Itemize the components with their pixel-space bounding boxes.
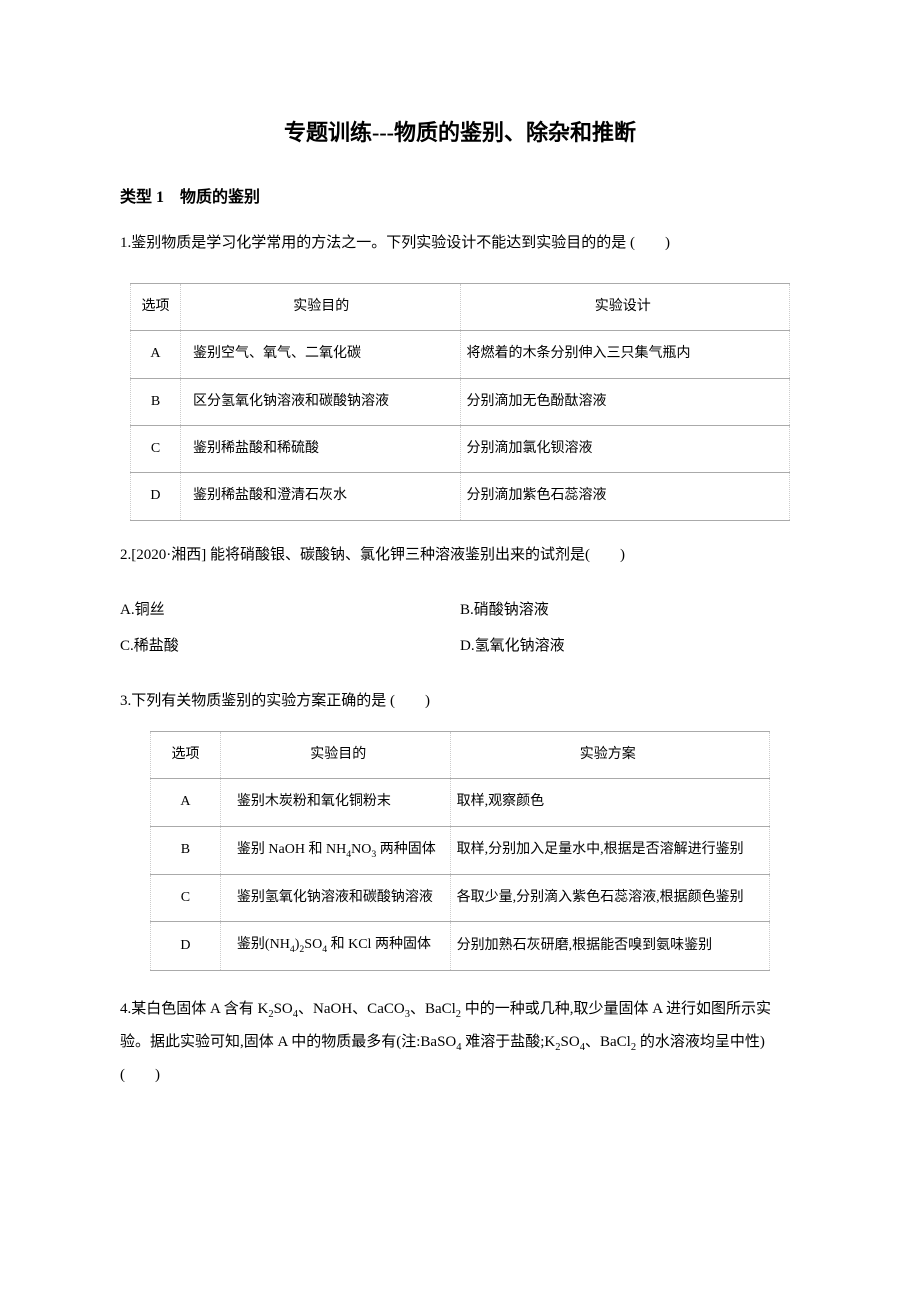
cell-purpose: 区分氢氧化钠溶液和碳酸钠溶液 (180, 378, 460, 425)
cell-opt: C (151, 874, 221, 921)
table-row: C 鉴别氢氧化钠溶液和碳酸钠溶液 各取少量,分别滴入紫色石蕊溶液,根据颜色鉴别 (151, 874, 770, 921)
cell-purpose: 鉴别空气、氧气、二氧化碳 (180, 331, 460, 378)
question-1-text: 1.鉴别物质是学习化学常用的方法之一。下列实验设计不能达到实验目的的是 ( ) (120, 231, 800, 255)
question-1-table: 选项 实验目的 实验设计 A 鉴别空气、氧气、二氧化碳 将燃着的木条分别伸入三只… (130, 283, 790, 521)
cell-opt: A (151, 779, 221, 826)
cell-opt: D (131, 473, 181, 520)
question-3-table: 选项 实验目的 实验方案 A 鉴别木炭粉和氧化铜粉末 取样,观察颜色 B 鉴别 … (150, 731, 770, 971)
question-4-text: 4.某白色固体 A 含有 K2SO4、NaOH、CaCO3、BaCl2 中的一种… (120, 993, 800, 1092)
cell-design: 分别滴加氯化钡溶液 (460, 425, 789, 472)
table-row: A 鉴别木炭粉和氧化铜粉末 取样,观察颜色 (151, 779, 770, 826)
cell-design: 分别滴加无色酚酞溶液 (460, 378, 789, 425)
cell-design: 分别加熟石灰研磨,根据能否嗅到氨味鉴别 (450, 922, 769, 970)
table-row: B 鉴别 NaOH 和 NH4NO3 两种固体 取样,分别加入足量水中,根据是否… (151, 826, 770, 874)
option-c: C.稀盐酸 (120, 628, 460, 664)
question-2-options: A.铜丝 B.硝酸钠溶液 C.稀盐酸 D.氢氧化钠溶液 (120, 592, 800, 664)
table-header-row: 选项 实验目的 实验设计 (131, 283, 790, 330)
option-d: D.氢氧化钠溶液 (460, 628, 800, 664)
question-2-text: 2.[2020·湘西] 能将硝酸银、碳酸钠、氯化钾三种溶液鉴别出来的试剂是( ) (120, 543, 800, 567)
cell-design: 分别滴加紫色石蕊溶液 (460, 473, 789, 520)
cell-purpose: 鉴别氢氧化钠溶液和碳酸钠溶液 (220, 874, 450, 921)
cell-purpose: 鉴别木炭粉和氧化铜粉末 (220, 779, 450, 826)
option-b: B.硝酸钠溶液 (460, 592, 800, 628)
cell-purpose: 鉴别稀盐酸和澄清石灰水 (180, 473, 460, 520)
table-header-row: 选项 实验目的 实验方案 (151, 731, 770, 778)
cell-opt: B (131, 378, 181, 425)
table-row: B 区分氢氧化钠溶液和碳酸钠溶液 分别滴加无色酚酞溶液 (131, 378, 790, 425)
question-3-text: 3.下列有关物质鉴别的实验方案正确的是 ( ) (120, 689, 800, 713)
cell-opt: A (131, 331, 181, 378)
col-option: 选项 (151, 731, 221, 778)
table-row: C 鉴别稀盐酸和稀硫酸 分别滴加氯化钡溶液 (131, 425, 790, 472)
cell-opt: B (151, 826, 221, 874)
cell-purpose: 鉴别 NaOH 和 NH4NO3 两种固体 (220, 826, 450, 874)
page-title: 专题训练---物质的鉴别、除杂和推断 (120, 115, 800, 150)
col-purpose: 实验目的 (180, 283, 460, 330)
cell-opt: C (131, 425, 181, 472)
section-1-heading: 类型 1 物质的鉴别 (120, 185, 800, 211)
table-row: D 鉴别稀盐酸和澄清石灰水 分别滴加紫色石蕊溶液 (131, 473, 790, 520)
cell-design: 取样,分别加入足量水中,根据是否溶解进行鉴别 (450, 826, 769, 874)
cell-purpose: 鉴别稀盐酸和稀硫酸 (180, 425, 460, 472)
cell-design: 将燃着的木条分别伸入三只集气瓶内 (460, 331, 789, 378)
col-option: 选项 (131, 283, 181, 330)
cell-design: 取样,观察颜色 (450, 779, 769, 826)
cell-design: 各取少量,分别滴入紫色石蕊溶液,根据颜色鉴别 (450, 874, 769, 921)
col-design: 实验方案 (450, 731, 769, 778)
table-row: A 鉴别空气、氧气、二氧化碳 将燃着的木条分别伸入三只集气瓶内 (131, 331, 790, 378)
table-row: D 鉴别(NH4)2SO4 和 KCl 两种固体 分别加熟石灰研磨,根据能否嗅到… (151, 922, 770, 970)
cell-opt: D (151, 922, 221, 970)
cell-purpose: 鉴别(NH4)2SO4 和 KCl 两种固体 (220, 922, 450, 970)
col-purpose: 实验目的 (220, 731, 450, 778)
option-a: A.铜丝 (120, 592, 460, 628)
col-design: 实验设计 (460, 283, 789, 330)
